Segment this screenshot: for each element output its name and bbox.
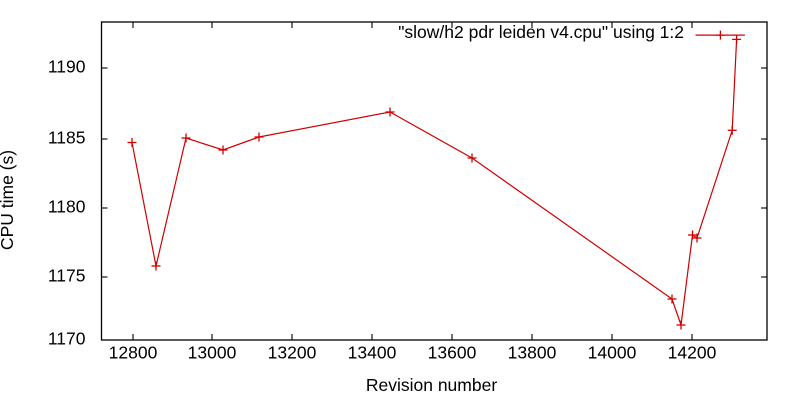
- svg-text:1180: 1180: [48, 197, 86, 217]
- svg-text:1170: 1170: [48, 329, 86, 349]
- svg-text:14200: 14200: [668, 343, 717, 363]
- svg-text:1190: 1190: [48, 57, 86, 77]
- svg-text:Revision number: Revision number: [366, 375, 497, 395]
- svg-text:12800: 12800: [109, 343, 158, 363]
- svg-text:13400: 13400: [348, 343, 397, 363]
- svg-text:"slow/h2 pdr leiden v4.cpu" us: "slow/h2 pdr leiden v4.cpu" using 1:2: [398, 22, 684, 42]
- svg-text:13200: 13200: [268, 343, 317, 363]
- svg-text:13000: 13000: [188, 343, 237, 363]
- svg-text:1175: 1175: [48, 266, 86, 286]
- svg-text:CPU time (s): CPU time (s): [0, 150, 17, 250]
- svg-text:14000: 14000: [588, 343, 637, 363]
- svg-text:1185: 1185: [48, 128, 86, 148]
- svg-text:13800: 13800: [508, 343, 557, 363]
- svg-text:13600: 13600: [428, 343, 477, 363]
